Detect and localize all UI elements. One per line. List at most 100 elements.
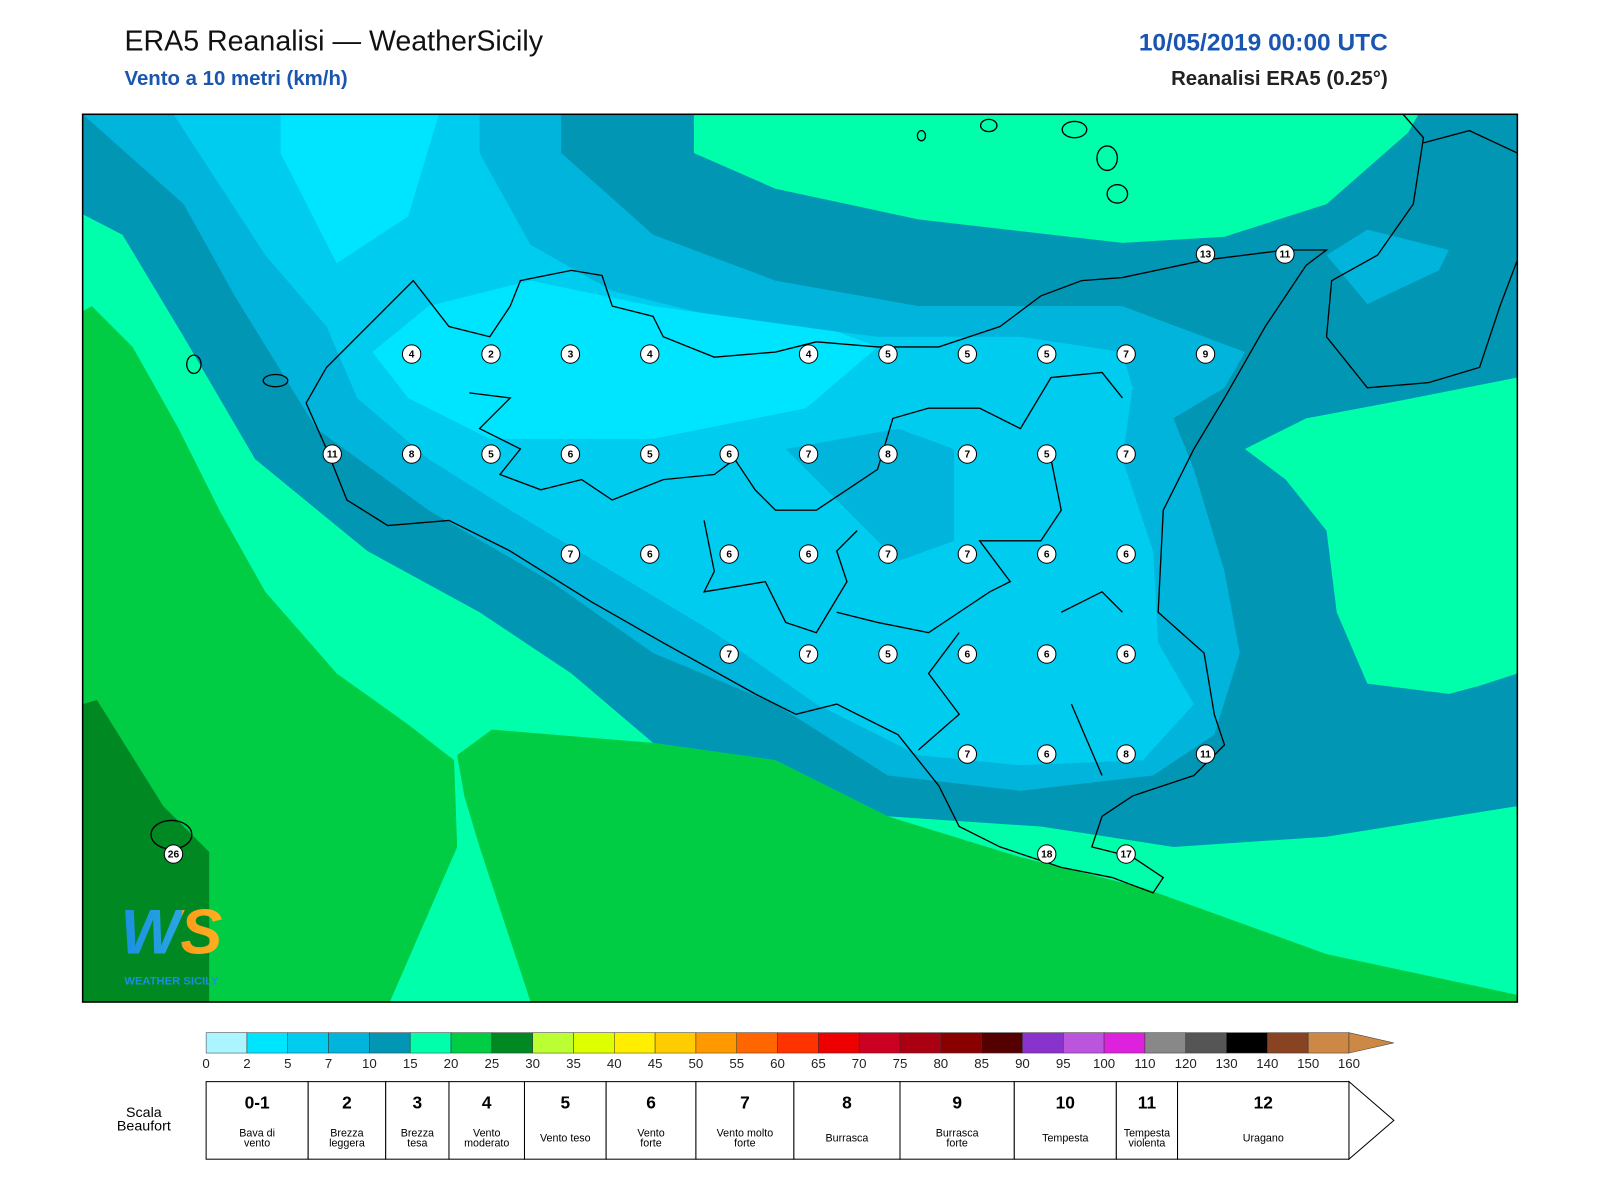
island (1061, 120, 1088, 139)
beaufort-cell (448, 1081, 525, 1160)
colorbar-tick-label: 120 (1175, 1056, 1197, 1071)
colorbar-tick-label: 100 (1093, 1056, 1115, 1071)
station-value: 11 (327, 449, 338, 460)
colorbar-segment (573, 1032, 615, 1054)
station-value: 6 (1123, 649, 1129, 660)
station-value: 6 (965, 649, 971, 660)
beaufort-desc: tesa (407, 1138, 427, 1150)
station-value: 6 (647, 549, 653, 560)
station-marker (798, 444, 819, 464)
colorbar-segment (1226, 1032, 1268, 1054)
station-marker (1037, 644, 1057, 664)
stations: 13 11 4 2 3 4 4 5 5 5 7 9 11 8 5 6 5 6 7 8 7 5 7 7 6 6 6 7 7 6 6 7 7 5 6 6 6… (163, 244, 1295, 864)
beaufort-force: 10 (1056, 1093, 1075, 1113)
station-marker (957, 544, 978, 564)
field-7-10 (1326, 229, 1449, 305)
colorbar-tick-label: 10 (362, 1056, 377, 1071)
station-value: 26 (168, 849, 180, 860)
colorbar-segment (328, 1032, 370, 1054)
colorbar-tick-label: 35 (566, 1056, 581, 1071)
beaufort-cell (205, 1081, 309, 1160)
colorbar-segment (654, 1032, 697, 1054)
colorbar-tick-label: 70 (852, 1056, 867, 1071)
station-value: 6 (568, 449, 574, 460)
station-value: 6 (1123, 549, 1129, 560)
logo-mark: WS (120, 897, 222, 967)
beaufort-cell (899, 1081, 1015, 1160)
station-marker (322, 444, 342, 464)
station-marker (1195, 744, 1216, 764)
station-marker (1116, 344, 1136, 364)
colorbar-tick-label: 110 (1134, 1056, 1155, 1071)
beaufort-desc: vento (244, 1138, 270, 1150)
station-marker (798, 544, 819, 564)
beaufort-desc: Bava di (239, 1128, 275, 1140)
station-marker (719, 544, 739, 564)
station-value: 7 (965, 749, 971, 760)
station-value: 9 (1203, 349, 1209, 360)
station-value: 6 (1044, 549, 1050, 560)
colorbar-segment (450, 1032, 493, 1054)
station-value: 7 (885, 549, 891, 560)
station-marker (560, 544, 581, 564)
beaufort-desc: Vento teso (540, 1133, 591, 1145)
field-7-10 (785, 428, 955, 562)
beaufort-force: 12 (1254, 1093, 1273, 1113)
island (262, 373, 289, 388)
colorbar-segment (858, 1032, 901, 1054)
beaufort-force: 2 (342, 1093, 352, 1113)
station-value: 7 (1123, 449, 1129, 460)
colorbar-tick-label: 75 (893, 1056, 908, 1071)
station-value: 17 (1120, 849, 1132, 860)
colorbar-segment (818, 1032, 860, 1054)
beaufort-desc: Burrasca (936, 1128, 979, 1140)
beaufort-desc: Vento (637, 1128, 664, 1140)
beaufort-force: 5 (560, 1093, 570, 1113)
colorbar-tick-label: 90 (1015, 1056, 1030, 1071)
station-value: 11 (1200, 749, 1211, 760)
station-marker (640, 444, 660, 464)
colorbar-tick-label: 2 (243, 1056, 250, 1071)
beaufort-force: 8 (842, 1093, 852, 1113)
island (979, 118, 998, 133)
colorbar-segment (899, 1032, 942, 1054)
station-marker (798, 344, 819, 364)
station-marker (481, 344, 501, 364)
colorbar-segment (1063, 1032, 1105, 1054)
beaufort-label: Beaufort (117, 1118, 171, 1134)
station-marker (401, 444, 422, 464)
field-2-5 (372, 280, 878, 439)
beaufort-desc: Burrasca (826, 1133, 869, 1145)
station-marker (1116, 544, 1136, 564)
beaufort-desc: forte (946, 1138, 967, 1150)
station-marker (798, 644, 819, 664)
colorbar-tick-label: 80 (933, 1056, 948, 1071)
station-marker (1037, 444, 1057, 464)
beaufort-cell (307, 1081, 387, 1160)
station-value: 7 (726, 649, 732, 660)
beaufort-desc: leggera (329, 1138, 365, 1150)
island (1096, 145, 1119, 172)
station-value: 7 (806, 449, 812, 460)
station-marker (719, 644, 739, 664)
station-value: 7 (806, 649, 812, 660)
beaufort-force: 0-1 (245, 1093, 270, 1113)
beaufort-label: Scala (126, 1105, 162, 1121)
colorbar-segment (777, 1032, 819, 1054)
station-value: 4 (647, 349, 653, 360)
beaufort-desc: Vento molto (717, 1128, 774, 1140)
station-marker (957, 644, 978, 664)
colorbar: 0 2 5 7 10 15 20 25 30 35 40 45 50 55 60 65 70 75 80 85 90 95… (202, 1032, 1394, 1071)
beaufort-desc: Tempesta (1042, 1133, 1088, 1145)
field-5-7 (173, 114, 1194, 766)
station-marker (1037, 344, 1057, 364)
colorbar-tick-label: 55 (729, 1056, 744, 1071)
title: ERA5 Reanalisi — WeatherSicily (124, 25, 543, 57)
station-marker (957, 444, 978, 464)
beaufort-desc: violenta (1128, 1138, 1165, 1150)
beaufort-desc: Brezza (401, 1128, 434, 1140)
station-marker (1116, 444, 1136, 464)
colorbar-segment (695, 1032, 737, 1054)
beaufort-force: 7 (740, 1093, 750, 1113)
